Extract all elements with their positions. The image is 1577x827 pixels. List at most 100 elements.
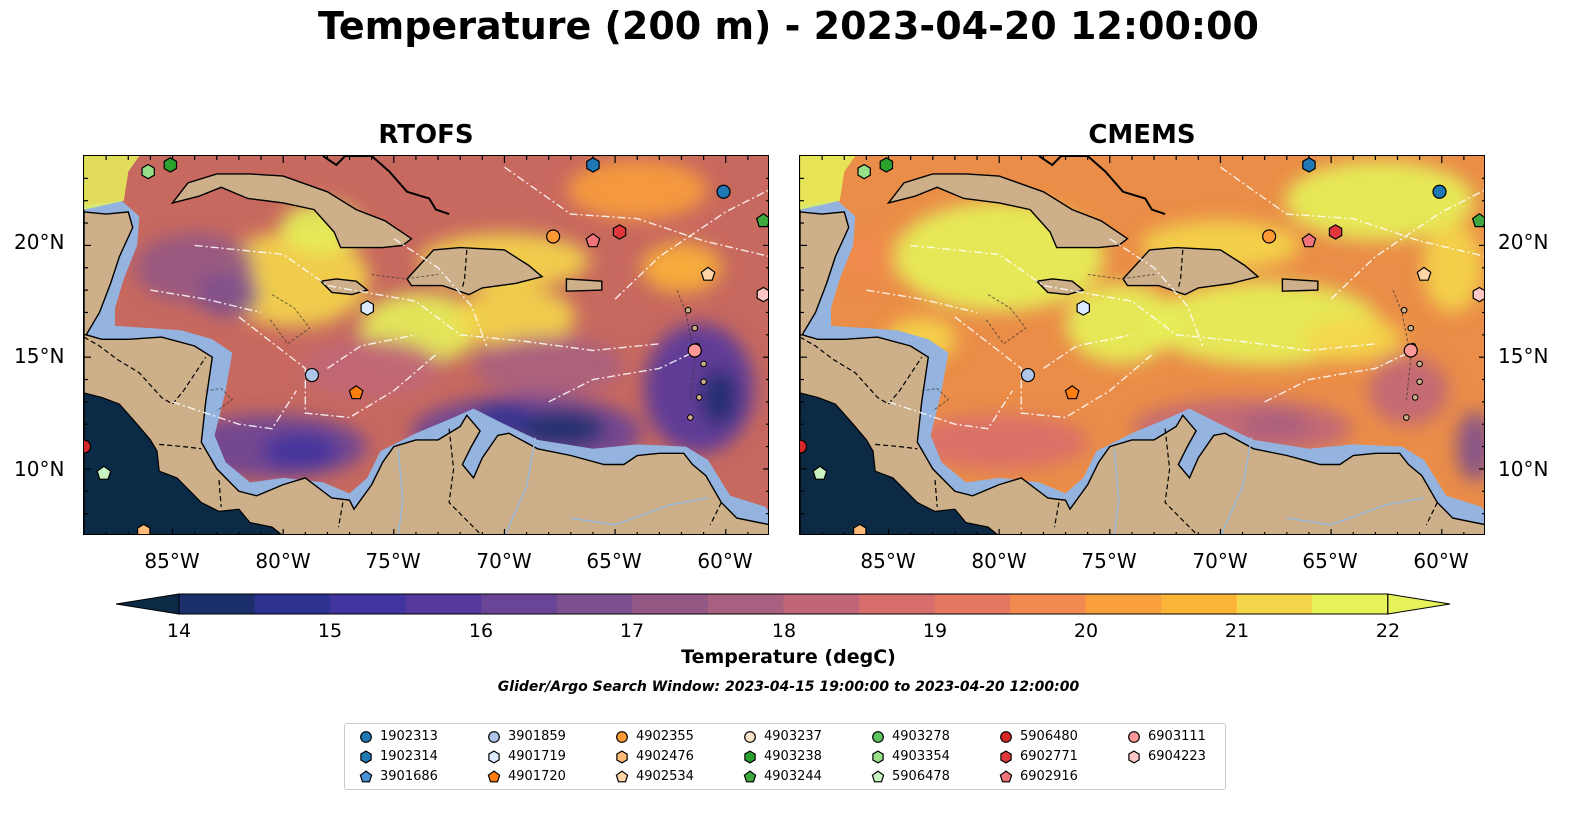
bahamas-outline — [1038, 156, 1166, 216]
eez-boundary — [238, 316, 439, 419]
colorbar-label: Temperature (degC) — [681, 646, 896, 668]
float-marker — [1301, 233, 1317, 248]
float-marker — [1262, 229, 1277, 244]
legend-marker — [487, 769, 501, 782]
legend-entry: 1902313 — [359, 729, 438, 744]
float-marker — [304, 367, 320, 383]
colorbar-tick: 15 — [317, 620, 343, 642]
map-panel-cmems[interactable] — [799, 155, 1485, 535]
island-cuba — [170, 173, 413, 249]
float-marker — [1416, 266, 1432, 281]
eez-boundary — [504, 166, 768, 257]
legend-label: 4902534 — [636, 769, 694, 784]
legend-entry: 1902314 — [359, 749, 438, 764]
eez-boundary — [150, 289, 262, 314]
eez-boundary — [1109, 238, 1204, 347]
bathymetry-contour — [1087, 274, 1155, 280]
island-lesser-antilles — [1407, 324, 1415, 332]
hexagon-marker-icon — [872, 749, 884, 764]
legend-label: 4903244 — [764, 769, 822, 784]
lon-label-80w-right: 80°W — [971, 549, 1027, 573]
bathymetry-contour — [676, 289, 696, 402]
legend-marker — [872, 730, 884, 743]
hexagon-marker-icon — [744, 749, 756, 764]
lat-label-10n-left: 10°N — [14, 457, 65, 481]
colorbar-bin — [858, 594, 935, 614]
legend-marker — [1000, 730, 1012, 743]
island-lesser-antilles — [1416, 360, 1423, 368]
colorbar-bin — [1236, 594, 1313, 614]
colorbar-bin — [783, 594, 860, 614]
float-marker — [687, 343, 702, 358]
float-marker — [879, 157, 894, 173]
legend-entry: 4903238 — [743, 749, 822, 764]
legend-marker — [359, 769, 373, 782]
hexagon-marker-icon — [1128, 749, 1140, 764]
colorbar-tick: 19 — [922, 620, 948, 642]
float-marker — [1472, 286, 1484, 303]
island-lesser-antilles — [700, 360, 707, 368]
legend-entry: 4903237 — [743, 729, 822, 744]
float-marker — [163, 157, 178, 173]
colorbar-bin — [1085, 594, 1162, 614]
country-border — [875, 443, 918, 450]
colorbar-bin — [481, 594, 558, 614]
island-lesser-antilles — [1416, 378, 1423, 386]
island-lesser-antilles — [1411, 394, 1419, 401]
legend-marker — [360, 730, 372, 743]
figure-title: Temperature (200 m) - 2023-04-20 12:00:0… — [317, 4, 1259, 48]
colorbar-bin — [179, 594, 256, 614]
pentagon-marker-icon — [359, 769, 373, 782]
circle-marker-icon — [360, 730, 372, 743]
pentagon-marker-icon — [487, 769, 501, 782]
legend-marker — [615, 769, 629, 782]
pentagon-marker-icon — [999, 769, 1013, 782]
country-border — [1164, 428, 1198, 534]
island-hispaniola — [1122, 246, 1260, 296]
lon-label-75w-left: 75°W — [365, 549, 421, 573]
legend-label: 6903111 — [1148, 729, 1206, 744]
legend-entry: 4902476 — [615, 749, 694, 764]
legend-entry: 5906480 — [999, 729, 1078, 744]
pentagon-marker-icon — [871, 769, 885, 782]
legend-label: 5906478 — [892, 769, 950, 784]
legend-marker — [743, 769, 757, 782]
colorbar-extend-min — [115, 593, 180, 615]
legend-label: 6904223 — [1148, 749, 1206, 764]
legend-entry: 4901720 — [487, 769, 566, 784]
float-marker — [141, 163, 155, 180]
river — [1113, 448, 1120, 534]
legend-label: 4902355 — [636, 729, 694, 744]
colorbar-tick: 18 — [771, 620, 797, 642]
float-legend: 1902313 1902314 3901686 3901859 4901719 49017… — [344, 723, 1226, 790]
bathymetry-contour — [269, 294, 311, 345]
map-panel-rtofs[interactable] — [83, 155, 769, 535]
river — [1286, 497, 1425, 526]
panel-title-rtofs: RTOFS — [378, 120, 474, 150]
legend-marker — [616, 730, 628, 743]
country-border — [1425, 502, 1438, 526]
legend-entry: 4902534 — [615, 769, 694, 784]
eez-boundary — [910, 244, 1376, 352]
island-lesser-antilles — [695, 394, 703, 401]
circle-marker-icon — [616, 730, 628, 743]
bahamas-outline — [322, 156, 450, 216]
pacific-ocean — [84, 392, 282, 534]
country-border — [709, 502, 722, 526]
float-marker — [136, 523, 151, 534]
colorbar-tick: 17 — [619, 620, 645, 642]
float-marker — [1076, 300, 1090, 316]
colorbar-bin — [632, 594, 709, 614]
legend-label: 4902476 — [636, 749, 694, 764]
circle-marker-icon — [1000, 730, 1012, 743]
float-marker — [348, 385, 364, 400]
island-lesser-antilles — [687, 414, 694, 421]
legend-entry: 6902916 — [999, 769, 1078, 784]
bathymetry-contour — [921, 387, 950, 412]
circle-marker-icon — [744, 730, 756, 743]
legend-label: 6902916 — [1020, 769, 1078, 784]
legend-marker — [744, 749, 756, 764]
legend-marker — [1000, 749, 1012, 764]
country-border — [218, 480, 222, 507]
float-marker — [96, 465, 112, 480]
